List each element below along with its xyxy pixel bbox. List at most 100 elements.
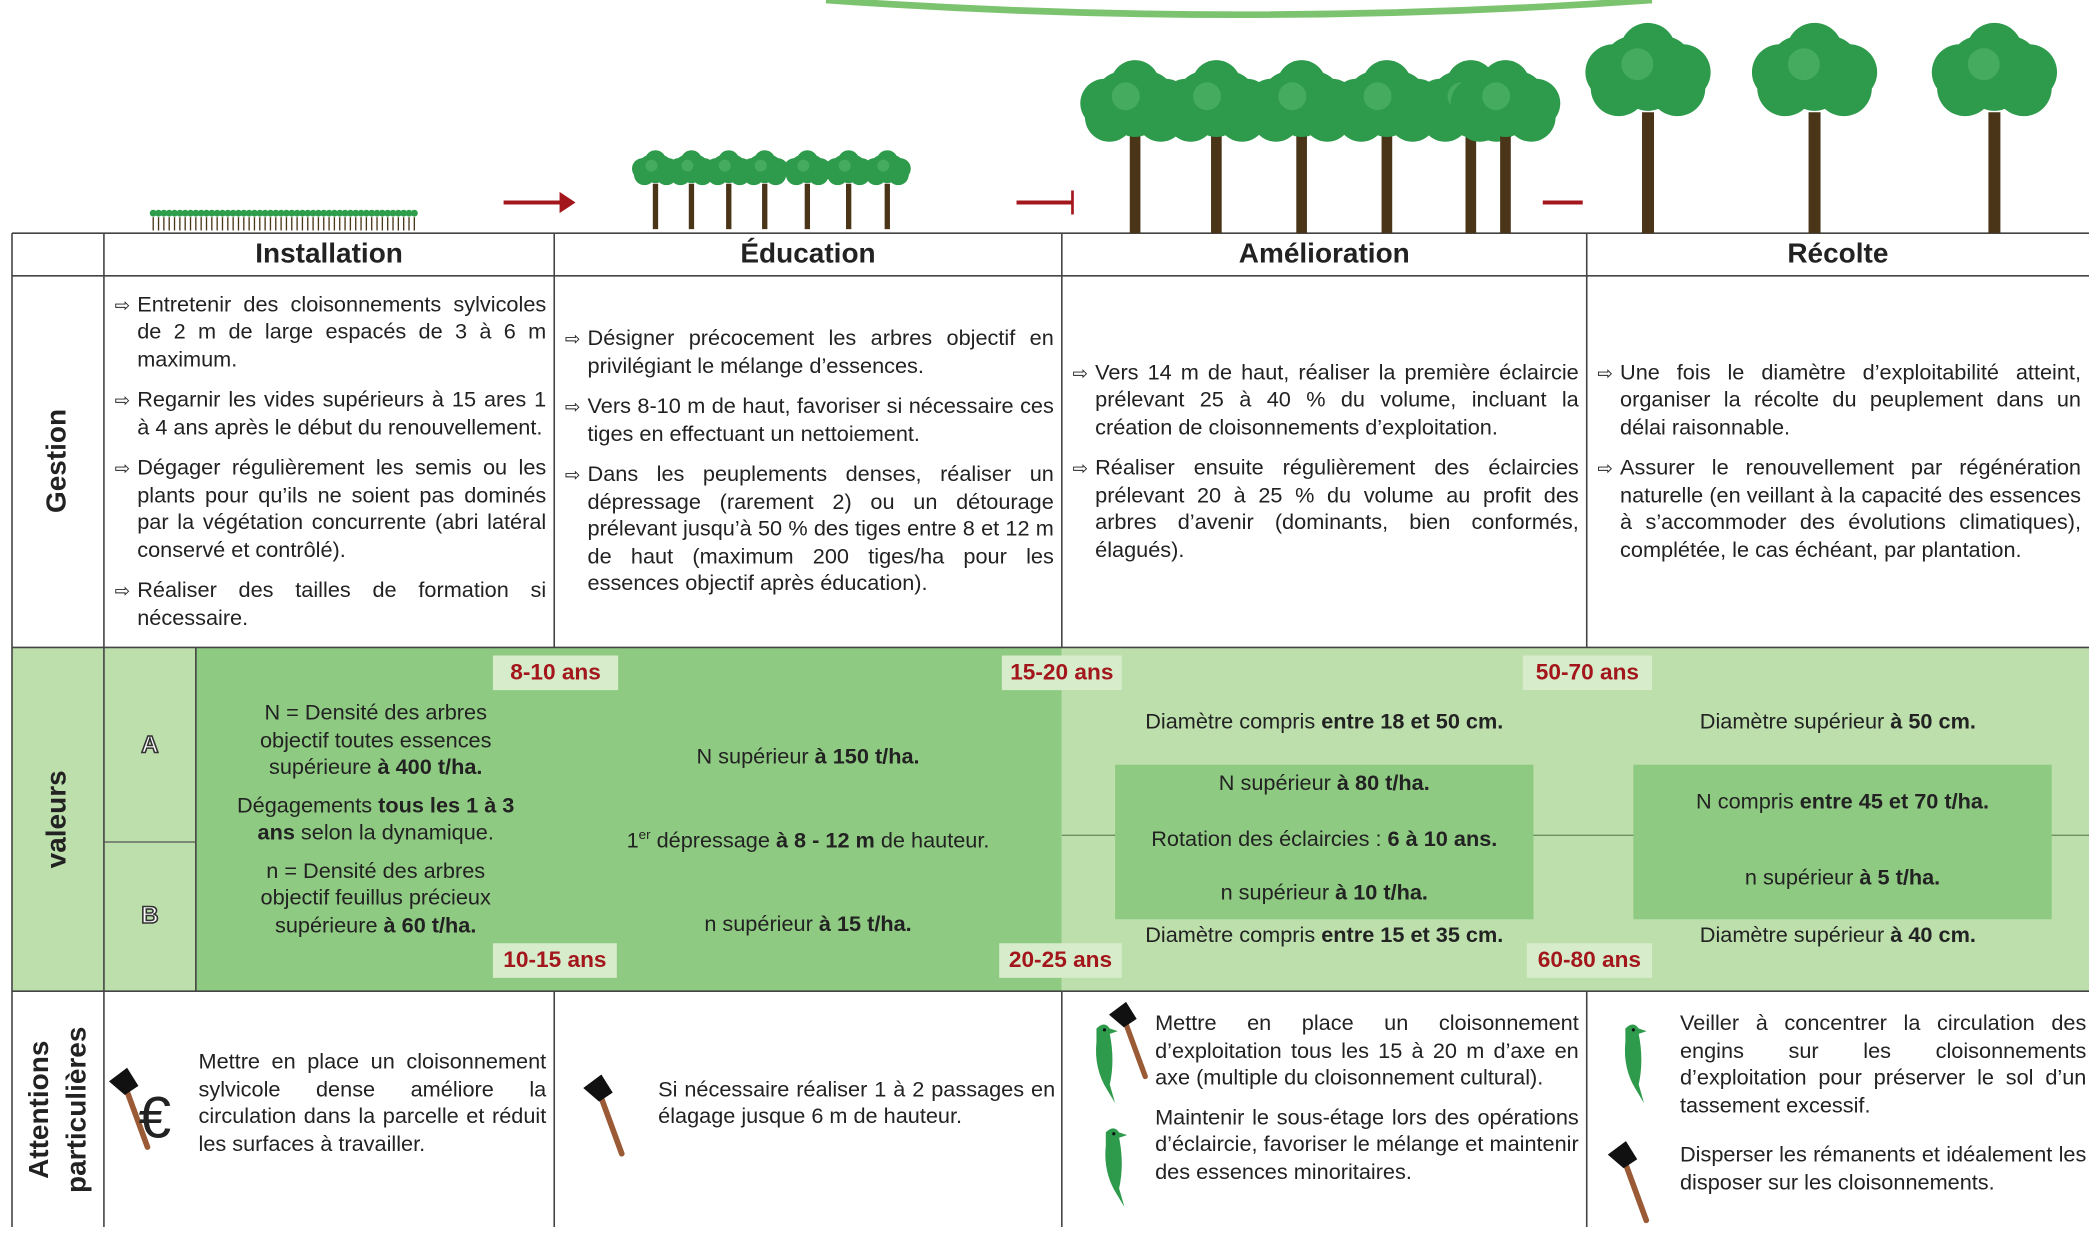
trunk xyxy=(1465,135,1477,234)
recolte-box xyxy=(1633,764,2052,920)
value-text: Dégagements tous les 1 à 3 ans selon la … xyxy=(229,792,522,847)
arrow-head xyxy=(559,191,576,214)
seedling-leaf xyxy=(341,209,349,217)
seedling-leaf xyxy=(192,209,200,217)
woodpecker xyxy=(1624,1024,1647,1104)
crown-light xyxy=(877,159,890,172)
woodpecker xyxy=(1096,1024,1118,1104)
seedling-leaf xyxy=(229,209,237,217)
column-header: Récolte xyxy=(1787,238,1889,270)
dark-bg xyxy=(195,647,1062,992)
crown-light xyxy=(797,159,810,172)
seedling-leaf xyxy=(368,209,376,217)
attention-cell: Si nécessaire réaliser 1 à 2 passages en… xyxy=(658,991,1055,1227)
seedling-leaf xyxy=(378,209,386,217)
gestion-cell: Vers 14 m de haut, réaliser la première … xyxy=(1072,276,1578,648)
crown xyxy=(1821,44,1878,101)
axe-head xyxy=(1607,1141,1638,1169)
value-text: n supérieur à 15 t/ha. xyxy=(554,911,1062,938)
trunk xyxy=(652,183,659,230)
text-part: entre 45 et 70 t/ha. xyxy=(1799,790,1989,815)
trunk xyxy=(1381,135,1393,234)
sub-label: A xyxy=(140,731,159,759)
seedling-leaf xyxy=(352,209,360,217)
seedling-leaf xyxy=(277,209,285,217)
axe-head xyxy=(108,1067,139,1095)
seedling-leaf xyxy=(346,209,354,217)
attention-cell: Mettre en place un cloisonnement d’explo… xyxy=(1155,1010,1579,1223)
bullet-text: Désigner précocement les arbres objectif… xyxy=(565,325,1054,380)
text-part: er xyxy=(638,828,651,843)
trunk xyxy=(1296,135,1307,234)
arc xyxy=(825,0,1653,18)
crown-light xyxy=(1111,82,1140,111)
bullet-text: Vers 14 m de haut, réaliser la première … xyxy=(1072,359,1578,441)
crown xyxy=(767,158,789,180)
attention-text: Veiller à concentrer la circulation des … xyxy=(1679,1011,2087,1118)
text-part: n = Densité des arbres objectif feuillus… xyxy=(260,858,491,938)
seedling-leaf xyxy=(261,209,269,217)
text-part: dépressage xyxy=(650,828,776,853)
text-part: Diamètre compris xyxy=(1145,710,1322,735)
gestion-cell: Entretenir des cloisonnements sylvicoles… xyxy=(115,276,547,648)
trunk xyxy=(1500,135,1511,234)
value-text: Rotation des éclaircies : 6 à 10 ans. xyxy=(1115,826,1533,853)
seedling-leaf xyxy=(165,209,173,217)
gestion-cell: Une fois le diamètre d’exploitabilité at… xyxy=(1597,276,2081,648)
seedling-leaf xyxy=(245,209,253,217)
value-text: Diamètre supérieur à 50 cm. xyxy=(1587,709,2089,736)
value-text: N compris entre 45 et 70 t/ha. xyxy=(1633,789,2051,816)
gestion-cell: Désigner précocement les arbres objectif… xyxy=(565,276,1054,648)
value-text: N supérieur à 80 t/ha. xyxy=(1115,770,1533,797)
seedling-leaf xyxy=(160,209,168,217)
text-part: Diamètre supérieur xyxy=(1699,923,1891,948)
crown-light xyxy=(1787,48,1820,81)
value-text: N = Densité des arbres objectif toutes e… xyxy=(229,699,522,781)
seedling-leaf xyxy=(266,209,274,217)
age-label: 60-80 ans xyxy=(1526,943,1653,978)
seedling-leaf xyxy=(293,209,301,217)
text-part: Diamètre compris xyxy=(1145,923,1322,948)
attention-text: Disperser les rémanents et idéalement le… xyxy=(1679,1143,2087,1195)
age-label: 15-20 ans xyxy=(1001,655,1122,691)
seedling-leaf xyxy=(272,209,280,217)
text-part: à 10 t/ha. xyxy=(1335,880,1428,905)
text-part: à 150 t/ha. xyxy=(814,744,920,769)
trunk xyxy=(884,183,890,230)
row-label: Attentions xyxy=(23,1040,55,1179)
seedling-leaf xyxy=(171,209,178,217)
sub-label: B xyxy=(140,901,159,929)
seedling-leaf xyxy=(373,209,381,217)
trunk xyxy=(726,183,732,230)
attention-cell: Mettre en place un cloisonnement sylvico… xyxy=(199,991,547,1227)
seedling-leaf xyxy=(197,209,205,217)
seedling-leaf xyxy=(400,209,408,217)
trunk xyxy=(1642,112,1655,234)
text-part: tous les 1 à 3 ans xyxy=(257,793,515,845)
seedling-leaf xyxy=(309,209,317,217)
crown-light xyxy=(718,159,731,172)
seedling-leaf xyxy=(298,209,306,217)
bullet-text: Vers 8-10 m de haut, favoriser si nécess… xyxy=(565,393,1054,448)
attention-text: Si nécessaire réaliser 1 à 2 passages en… xyxy=(658,1077,1056,1129)
seedling-leaf xyxy=(235,209,242,217)
crown-light xyxy=(754,159,767,172)
bullet-text: Dans les peuplements denses, réaliser un… xyxy=(565,461,1054,598)
bullet-text: Entretenir des cloisonnements sylvicoles… xyxy=(115,291,547,373)
axe-head xyxy=(1108,1001,1137,1028)
row-label: Gestion xyxy=(41,408,72,514)
text-part: à 400 t/ha. xyxy=(377,755,483,780)
bullet-text: Assurer le renouvellement par régénérati… xyxy=(1597,455,2081,564)
seedling-leaf xyxy=(389,209,397,217)
seedling-leaf xyxy=(256,209,264,217)
woodpecker-eye xyxy=(1102,1028,1107,1032)
trunk xyxy=(1211,135,1222,234)
crown xyxy=(1654,44,1711,101)
amelioration-box xyxy=(1115,764,1534,920)
bullet-text: Regarnir les vides supérieurs à 15 ares … xyxy=(115,387,547,442)
valeurs-cell: N = Densité des arbres objectif toutes e… xyxy=(229,679,522,959)
trunk xyxy=(762,183,768,230)
text-part: à 8 - 12 m xyxy=(775,828,875,853)
text-part: n supérieur xyxy=(1220,880,1336,905)
